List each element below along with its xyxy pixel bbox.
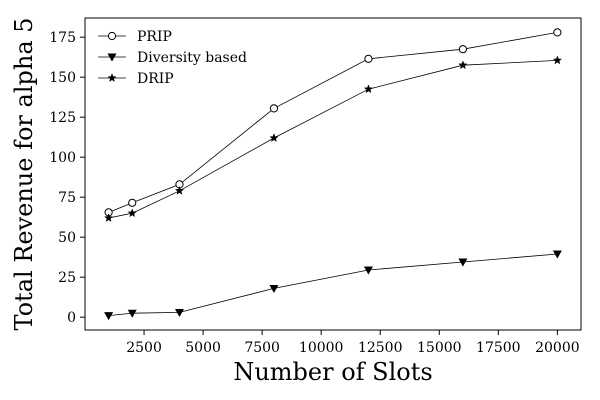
data-point-drip [103, 213, 114, 222]
y-tick-label: 100 [49, 150, 76, 166]
legend-marker [107, 31, 117, 41]
y-tick-label: 0 [67, 310, 76, 326]
data-point-prip [458, 45, 468, 54]
data-point-diversity-based [127, 309, 137, 318]
x-axis: 2500 5000 7500 10000 12500 15000 17500 20000 [126, 330, 580, 356]
x-tick-label: 2500 [126, 340, 162, 356]
legend-item-drip: DRIP [98, 71, 174, 87]
data-point-prip [128, 198, 137, 207]
series-drip [103, 55, 563, 222]
data-point-drip [552, 55, 563, 65]
data-point-drip [269, 133, 279, 142]
series-line-drip [108, 60, 558, 219]
data-point-diversity-based [458, 258, 468, 267]
series-prip [104, 28, 562, 217]
legend-label: PRIP [137, 29, 172, 45]
data-point-prip [553, 28, 562, 37]
data-point-drip [458, 60, 468, 70]
x-tick-label: 5000 [185, 340, 221, 356]
legend-item-prip: PRIP [98, 29, 172, 45]
x-tick-label: 15000 [417, 340, 462, 356]
y-tick-label: 125 [49, 110, 76, 126]
x-tick-label: 10000 [299, 340, 344, 356]
series-layer [103, 28, 563, 321]
y-tick-label: 75 [58, 190, 76, 206]
legend-item-diversity-based: Diversity based [98, 50, 247, 66]
legend-marker [107, 73, 117, 82]
y-tick-label: 175 [49, 30, 76, 46]
plot-area [84, 17, 582, 331]
data-point-diversity-based [552, 250, 562, 259]
data-point-diversity-based [104, 312, 114, 321]
data-point-drip [363, 84, 374, 94]
x-axis-title: Number of Slots [233, 358, 432, 386]
y-tick-label: 50 [58, 230, 76, 246]
legend-label: Diversity based [137, 50, 247, 66]
x-tick-label: 20000 [535, 340, 580, 356]
series-diversity-based [104, 250, 562, 321]
legend-marker [107, 53, 117, 62]
series-line-diversity-based [108, 253, 558, 316]
data-point-diversity-based [363, 266, 373, 275]
data-point-diversity-based [174, 308, 184, 318]
data-point-drip [127, 208, 137, 218]
legend: PRIP Diversity based DRIP [98, 29, 247, 87]
y-tick-label: 25 [58, 270, 76, 286]
y-tick-label: 150 [49, 70, 76, 86]
y-axis-title: Total Revenue for alpha 5 [10, 17, 38, 330]
x-tick-label: 7500 [244, 340, 280, 356]
x-tick-label: 12500 [358, 340, 403, 356]
data-point-prip [364, 54, 373, 63]
legend-label: DRIP [137, 71, 174, 87]
data-point-prip [269, 104, 279, 113]
data-point-drip [174, 185, 185, 195]
y-axis: 0 25 50 75 100 125 150 175 [49, 30, 85, 326]
data-point-diversity-based [269, 284, 279, 294]
x-tick-label: 17500 [476, 340, 521, 356]
